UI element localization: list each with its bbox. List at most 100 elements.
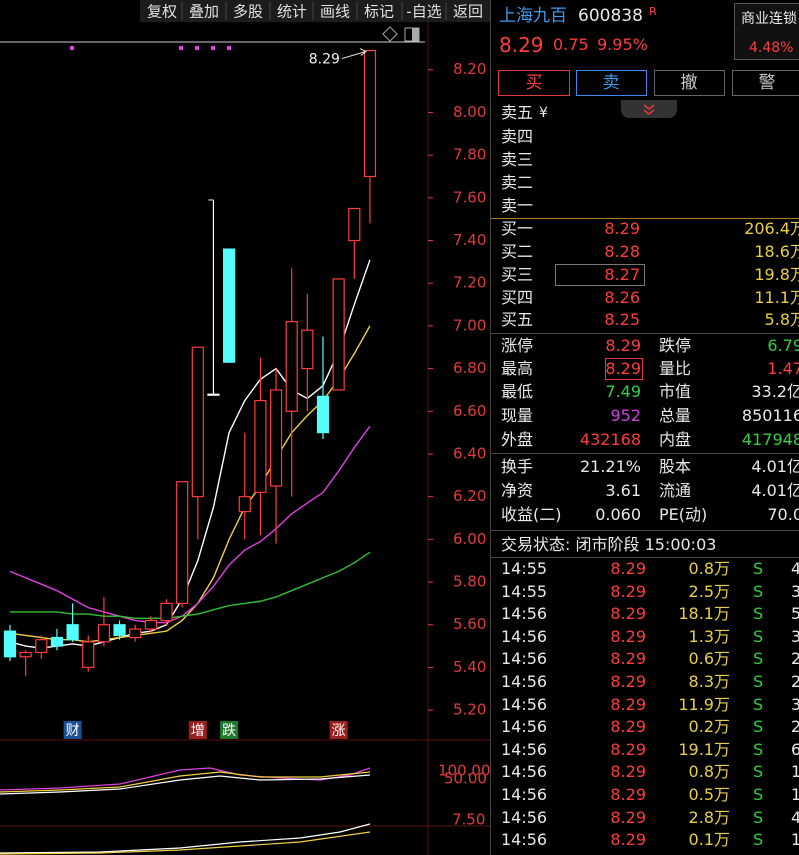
diamond-icon[interactable] — [382, 26, 398, 42]
stat-value: 7.49 — [605, 382, 641, 401]
trade-side: S — [753, 649, 764, 669]
trade-price: 8.29 — [610, 830, 646, 850]
y-tick-label: 7.00 — [453, 316, 486, 334]
trade-time: 14:56 — [501, 830, 548, 850]
trade-count: 3 — [791, 582, 799, 602]
y-tick-label: 7.80 — [453, 146, 486, 164]
toolbar-button[interactable]: 标记 — [364, 3, 394, 21]
trade-side: S — [753, 672, 764, 691]
trade-volume: 2.8万 — [688, 807, 730, 827]
trade-count: 2 — [791, 649, 799, 669]
candle-body — [285, 321, 298, 412]
signal-dots — [70, 46, 231, 50]
trade-volume: 19.1万 — [678, 739, 730, 759]
high-label: 8.29 — [309, 52, 340, 68]
toolbar-button[interactable]: 多股 — [233, 3, 263, 21]
trade-button[interactable]: 警 — [758, 73, 776, 93]
toolbar-button[interactable]: 复权 — [147, 3, 177, 21]
toolbar-button[interactable]: 统计 — [277, 3, 307, 21]
candle-body — [176, 481, 189, 604]
candle-body — [254, 400, 267, 493]
candle-body — [316, 395, 330, 434]
trade-time: 14:56 — [501, 739, 548, 759]
toolbar-button[interactable]: 返回 — [453, 3, 483, 21]
trade-price: 8.29 — [610, 785, 646, 804]
candle-body — [97, 624, 111, 643]
separator — [491, 333, 799, 334]
stat-label: PE(动) — [659, 505, 708, 524]
sector-box[interactable] — [734, 3, 799, 60]
toolbar-button[interactable]: 画线 — [320, 3, 350, 21]
trade-side: S — [753, 694, 764, 714]
trade-price: 8.29 — [610, 559, 646, 578]
candle-body — [223, 248, 236, 363]
trade-side: S — [753, 830, 764, 850]
trade-volume: 2.5万 — [688, 581, 730, 601]
stat-label: 股本 — [659, 457, 692, 476]
trade-button[interactable]: 卖 — [602, 73, 620, 93]
indicator-line — [0, 831, 371, 855]
indicator-label: 7.50 — [452, 811, 485, 829]
stat-label: 现量 — [501, 406, 534, 425]
candle-body — [144, 619, 157, 630]
buy-level-label: 买一 — [501, 219, 534, 238]
trade-price: 8.29 — [610, 581, 646, 601]
indicator-label: 100.00 — [438, 762, 490, 780]
candle-body — [3, 630, 17, 658]
trade-side: S — [753, 762, 764, 782]
trade-volume: 0.5万 — [688, 785, 730, 804]
separator — [491, 557, 799, 558]
signal-dot — [70, 46, 74, 50]
separator — [491, 218, 799, 219]
trade-side: S — [753, 626, 764, 646]
y-tick-label: 7.20 — [453, 274, 486, 292]
y-tick-label: 6.20 — [453, 487, 486, 505]
trade-side: S — [753, 739, 764, 759]
toolbar-button[interactable]: 叠加 — [189, 3, 219, 21]
buy-level-label: 买五 — [501, 310, 534, 329]
indicator-label: 50.00 — [444, 770, 487, 788]
stat-value: 432168 — [579, 430, 641, 449]
trade-price: 8.29 — [610, 694, 646, 714]
trade-volume: 1.3万 — [688, 626, 730, 646]
signal-dot — [179, 46, 183, 50]
stat-value: 6.79 — [767, 336, 799, 355]
stat-value: 33.2亿 — [751, 382, 799, 401]
toolbar-button[interactable]: -自选 — [406, 3, 441, 21]
trade-time: 14:56 — [501, 717, 548, 737]
stat-value: 952 — [610, 406, 641, 425]
trade-button[interactable]: 买 — [525, 73, 543, 93]
stat-value: 4.01亿 — [751, 481, 799, 500]
trade-button[interactable]: 撤 — [680, 73, 698, 93]
trade-volume: 11.9万 — [678, 694, 730, 714]
event-badge — [329, 721, 348, 739]
trade-count: 5 — [791, 604, 799, 624]
signal-dot — [227, 46, 231, 50]
candle-body — [113, 624, 126, 637]
indicator-lines — [0, 767, 371, 855]
buy-volume: 5.8万 — [764, 310, 799, 329]
event-badge — [63, 721, 82, 739]
trade-side: S — [753, 559, 764, 578]
high-arrow — [341, 48, 367, 60]
y-tick-label: 6.80 — [453, 359, 486, 377]
candle-body — [332, 278, 345, 391]
candle-body — [50, 636, 64, 647]
stat-value: 1.47 — [767, 359, 799, 378]
stat-label: 跌停 — [659, 336, 692, 355]
sector-name[interactable]: 商业连锁 — [741, 11, 797, 27]
expand-tab[interactable] — [621, 100, 677, 118]
window-icon-fill — [412, 28, 419, 41]
buy-price: 8.25 — [604, 310, 640, 329]
trade-time: 14:56 — [501, 807, 548, 827]
y-tick-label: 5.40 — [453, 658, 486, 676]
alert-button-frame — [732, 70, 799, 96]
trade-side: S — [753, 717, 764, 737]
last-price: 8.29 — [499, 33, 544, 57]
stat-value: 3.61 — [605, 481, 641, 500]
stat-label: 总量 — [659, 406, 692, 425]
buy-level-label: 买四 — [501, 288, 534, 307]
chart-bg — [0, 0, 490, 855]
buy-price: 8.29 — [604, 219, 640, 238]
trade-side: S — [753, 785, 764, 804]
